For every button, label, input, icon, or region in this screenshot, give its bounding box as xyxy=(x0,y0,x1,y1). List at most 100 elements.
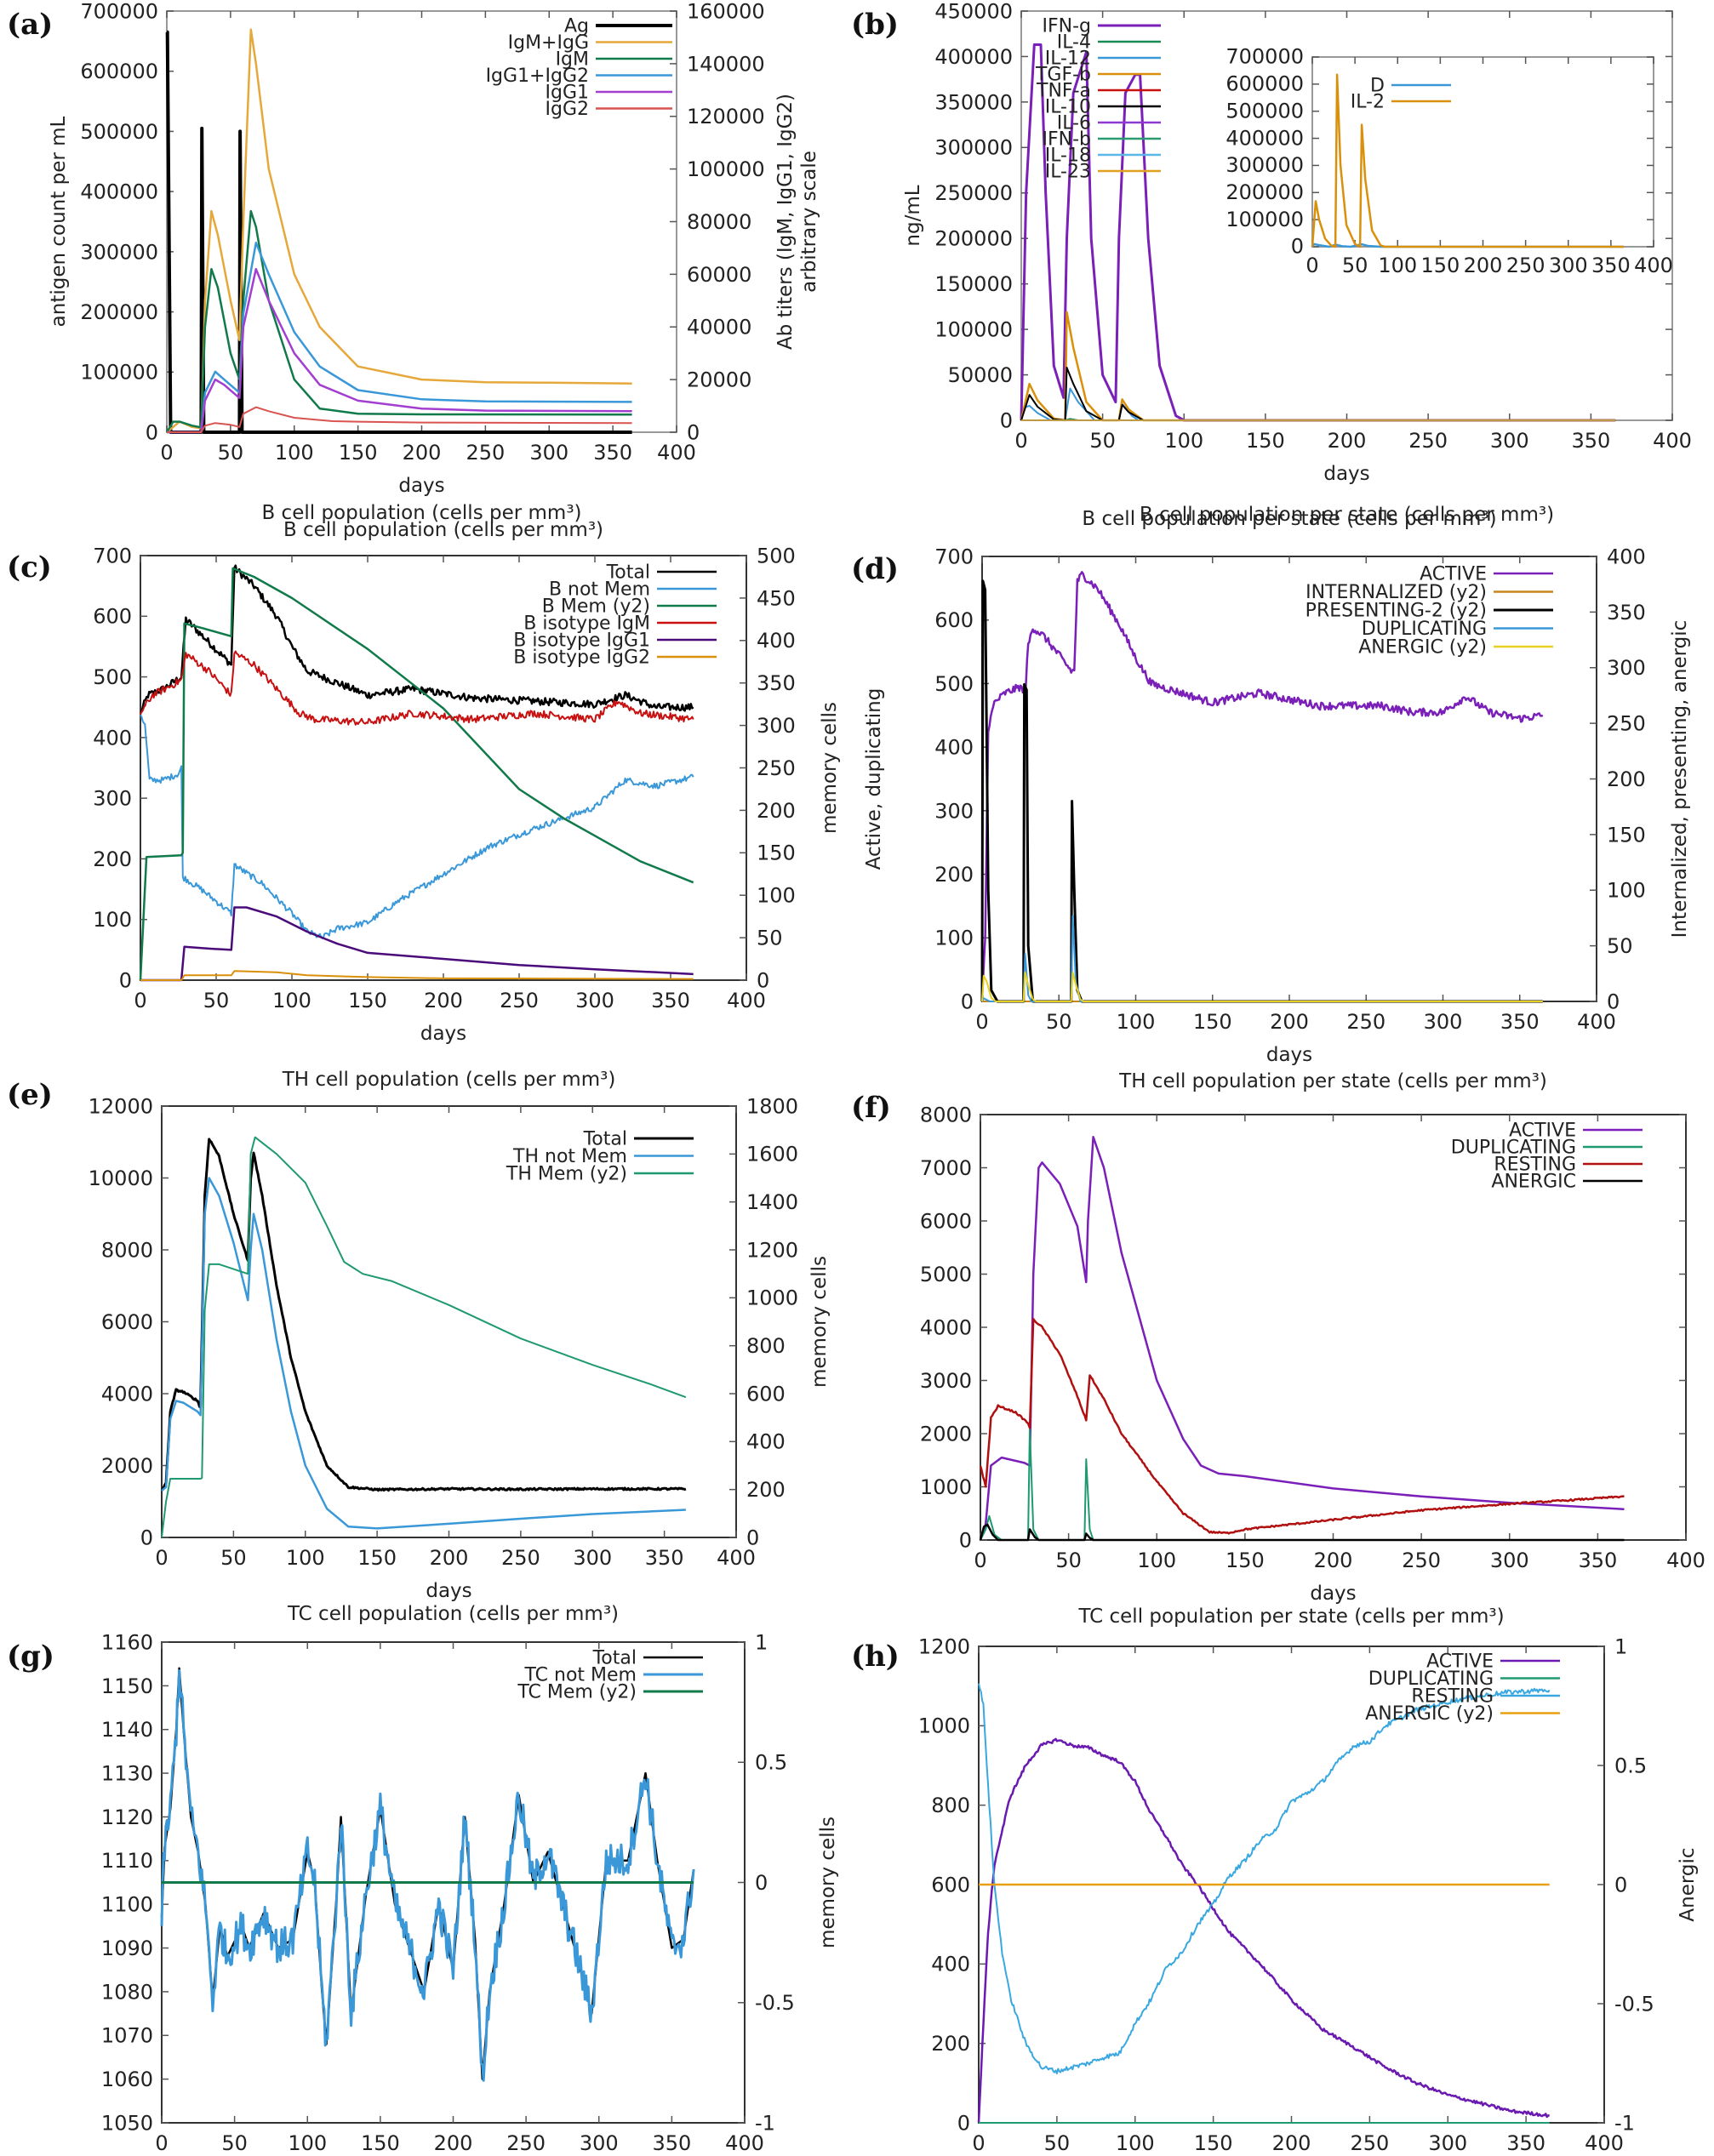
y-tick-label: 500000 xyxy=(1226,99,1304,123)
y-tick-label: 100000 xyxy=(934,318,1013,342)
x-tick-label: 400 xyxy=(727,989,766,1012)
y2-tick-label: 140000 xyxy=(687,52,765,76)
series-line-igm-igg xyxy=(166,28,632,433)
y2-tick-label: 50 xyxy=(757,927,783,950)
chart-title: TH cell population per state (cells per … xyxy=(1118,1070,1547,1092)
series-line-igg1 xyxy=(167,267,632,434)
y-tick-label: 1090 xyxy=(101,1936,153,1960)
legend-label: RESTING xyxy=(1411,1685,1494,1707)
x-tick-label: 0 xyxy=(1305,254,1318,277)
x-tick-label: 250 xyxy=(1346,1010,1385,1034)
y2-tick-label: 300 xyxy=(1607,656,1646,680)
x-tick-label: 200 xyxy=(434,2131,473,2155)
y2-tick-label: 0 xyxy=(746,1526,759,1549)
y-tick-label: 6000 xyxy=(101,1310,153,1334)
y-tick-label: 10000 xyxy=(89,1166,153,1190)
y-axis-label: ng/mL xyxy=(902,185,924,246)
y2-tick-label: 600 xyxy=(746,1382,786,1406)
legend-label: Total xyxy=(592,1647,637,1668)
legend-label: IL-4 xyxy=(1057,31,1091,53)
series-line-igg2 xyxy=(167,406,632,433)
y2-tick-label: -1 xyxy=(755,2111,775,2135)
x-tick-label: 350 xyxy=(1571,429,1610,453)
x-tick-label: 100 xyxy=(1378,254,1417,277)
y-tick-label: 300000 xyxy=(80,240,158,264)
x-tick-label: 200 xyxy=(424,989,463,1012)
x-axis-label: days xyxy=(398,475,444,497)
x-tick-label: 200 xyxy=(1270,1010,1309,1034)
y2-axis-label: arbitrary scale xyxy=(798,151,820,293)
legend-label: TH not Mem xyxy=(512,1146,627,1167)
y2-tick-label: 100000 xyxy=(687,157,765,181)
x-tick-label: 50 xyxy=(203,989,230,1012)
y-tick-label: 1060 xyxy=(101,2068,153,2091)
y-tick-label: 1100 xyxy=(101,1893,153,1917)
legend-label: ANERGIC (y2) xyxy=(1358,636,1487,658)
y-tick-label: 0 xyxy=(1000,408,1013,432)
y-tick-label: 300000 xyxy=(934,136,1013,160)
x-tick-label: 200 xyxy=(403,441,442,465)
x-tick-label: 350 xyxy=(645,1546,684,1570)
legend-label: B isotype IgM xyxy=(523,613,650,634)
y2-tick-label: 1 xyxy=(1614,1634,1627,1658)
legend-label: IFN-b xyxy=(1042,128,1091,150)
y-tick-label: 12000 xyxy=(89,1094,153,1118)
legend-label: DUPLICATING xyxy=(1362,619,1487,640)
x-tick-label: 200 xyxy=(1464,254,1503,277)
legend-label: TH Mem (y2) xyxy=(506,1163,627,1184)
x-tick-label: 350 xyxy=(1591,254,1631,277)
y-tick-label: 400000 xyxy=(80,180,158,204)
chart-title: TH cell population (cells per mm³) xyxy=(282,1069,616,1091)
y-tick-label: 4000 xyxy=(101,1382,153,1406)
x-tick-label: 50 xyxy=(1342,254,1368,277)
x-tick-label: 0 xyxy=(155,2131,168,2155)
y-tick-label: 200000 xyxy=(1226,180,1304,204)
y2-tick-label: 350 xyxy=(757,671,796,695)
x-tick-label: 400 xyxy=(725,2131,764,2155)
y-tick-label: 700 xyxy=(934,545,974,568)
y-tick-label: 100 xyxy=(934,927,974,950)
x-tick-label: 300 xyxy=(1490,1549,1529,1572)
y-tick-label: 1050 xyxy=(101,2111,153,2135)
x-tick-label: 300 xyxy=(580,2131,619,2155)
x-tick-label: 300 xyxy=(1490,429,1529,453)
x-tick-label: 150 xyxy=(339,441,378,465)
y-tick-label: 1150 xyxy=(101,1674,153,1698)
y2-tick-label: 0 xyxy=(687,420,700,444)
y2-tick-label: 0.5 xyxy=(1614,1754,1647,1777)
legend-label: DUPLICATING xyxy=(1368,1668,1494,1690)
y-tick-label: 400 xyxy=(934,736,974,760)
y-tick-label: 50000 xyxy=(948,363,1013,387)
x-tick-label: 300 xyxy=(1549,254,1588,277)
y2-tick-label: 100 xyxy=(1607,879,1646,903)
y2-tick-label: 100 xyxy=(757,884,796,908)
panel-label: (d) xyxy=(851,552,899,586)
series-line-th-not-mem xyxy=(161,1177,686,1530)
y2-tick-label: 1400 xyxy=(746,1190,798,1214)
series-line-resting xyxy=(978,1683,1551,2075)
panel-label: (f) xyxy=(851,1091,891,1125)
y2-tick-label: -1 xyxy=(1614,2111,1635,2135)
x-axis-label: days xyxy=(420,1023,466,1045)
series-line-presenting-2-y2 xyxy=(980,579,1543,1003)
legend-label: IL-2 xyxy=(1351,91,1385,112)
series-line-total xyxy=(160,1667,695,2080)
y-tick-label: 600 xyxy=(931,1873,970,1896)
x-tick-label: 300 xyxy=(1424,1010,1463,1034)
y-tick-label: 1080 xyxy=(101,1980,153,2004)
chart-panel-e: (e) TH cell population (cells per mm³) 0 50… xyxy=(7,1069,831,1602)
y2-tick-label: 200 xyxy=(757,799,796,823)
x-tick-label: 250 xyxy=(1350,2131,1389,2155)
y2-tick-label: 0 xyxy=(755,1871,768,1895)
panel-label: (h) xyxy=(851,1640,900,1674)
chart-panel-g: (g) TC cell population (cells per mm³) 0 50… xyxy=(7,1603,839,2155)
y-tick-label: 100000 xyxy=(80,361,158,385)
y-tick-label: 0 xyxy=(1291,235,1304,259)
y-tick-label: 400 xyxy=(93,726,132,750)
y2-tick-label: 1000 xyxy=(746,1286,798,1310)
y-tick-label: 1130 xyxy=(101,1761,153,1785)
y2-tick-label: 800 xyxy=(746,1334,786,1358)
legend-label: IFN-g xyxy=(1042,15,1091,37)
legend-label: Total xyxy=(583,1128,627,1149)
